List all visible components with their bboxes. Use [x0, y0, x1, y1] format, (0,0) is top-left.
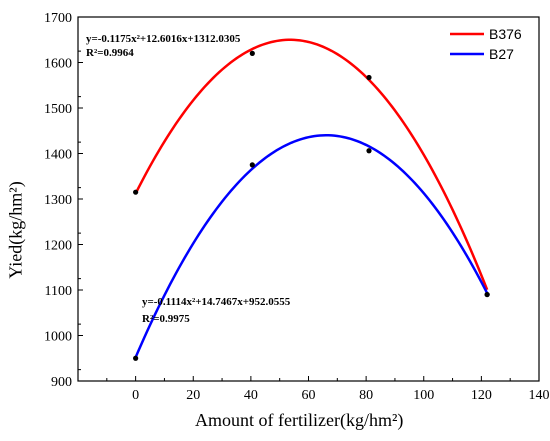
- data-point-b27: [249, 162, 255, 168]
- x-tick-label: 80: [359, 388, 373, 403]
- x-tick-label: 20: [186, 388, 200, 403]
- y-tick-label: 1000: [44, 330, 72, 345]
- plot-frame: [77, 16, 540, 382]
- legend-label-b27: B27: [489, 46, 514, 62]
- b27-r2: R²=0.9975: [142, 313, 190, 325]
- data-point-b27: [133, 355, 139, 361]
- y-axis-label: Yied(kg/hm²): [5, 181, 26, 279]
- data-points: [133, 50, 490, 361]
- x-tick-label: 100: [413, 388, 434, 403]
- b376-equation: y=-0.1175x²+12.6016x+1312.0305: [86, 33, 241, 45]
- x-tick-label: 140: [529, 388, 550, 403]
- legend-label-b376: B376: [489, 26, 522, 42]
- legend: [450, 32, 484, 56]
- y-tick-label: 1700: [44, 11, 72, 26]
- fit-curve-b27: [134, 134, 489, 358]
- data-point-b376: [366, 74, 372, 81]
- y-tick-label: 1100: [45, 284, 72, 299]
- y-tick-label: 900: [51, 375, 72, 390]
- fit-curves: [134, 38, 489, 358]
- x-axis-ticks: 0 20 40 60 80 100 120 140: [106, 376, 550, 403]
- y-tick-label: 1300: [44, 193, 72, 208]
- x-axis-label: Amount of fertilizer(kg/hm²): [195, 410, 404, 430]
- b376-r2: R²=0.9964: [86, 47, 134, 59]
- x-tick-label: 60: [302, 388, 316, 403]
- x-tick-label: 0: [132, 388, 139, 403]
- y-tick-label: 1500: [44, 102, 72, 117]
- y-axis-ticks: 900 1000 1100 1200 1300 1400 1500 1600 1700: [44, 11, 83, 390]
- x-tick-label: 40: [244, 388, 258, 403]
- fit-curve-b376: [134, 38, 489, 291]
- data-point-b27: [366, 148, 372, 154]
- y-tick-label: 1200: [44, 239, 72, 254]
- x-tick-label: 120: [471, 388, 492, 403]
- data-point-b27: [484, 291, 490, 298]
- y-tick-label: 1400: [44, 148, 72, 163]
- b27-equation: y=-0.1114x²+14.7467x+952.0555: [142, 296, 291, 308]
- data-point-b376: [249, 50, 255, 57]
- data-point-b376: [133, 189, 139, 195]
- y-tick-label: 1600: [44, 57, 72, 72]
